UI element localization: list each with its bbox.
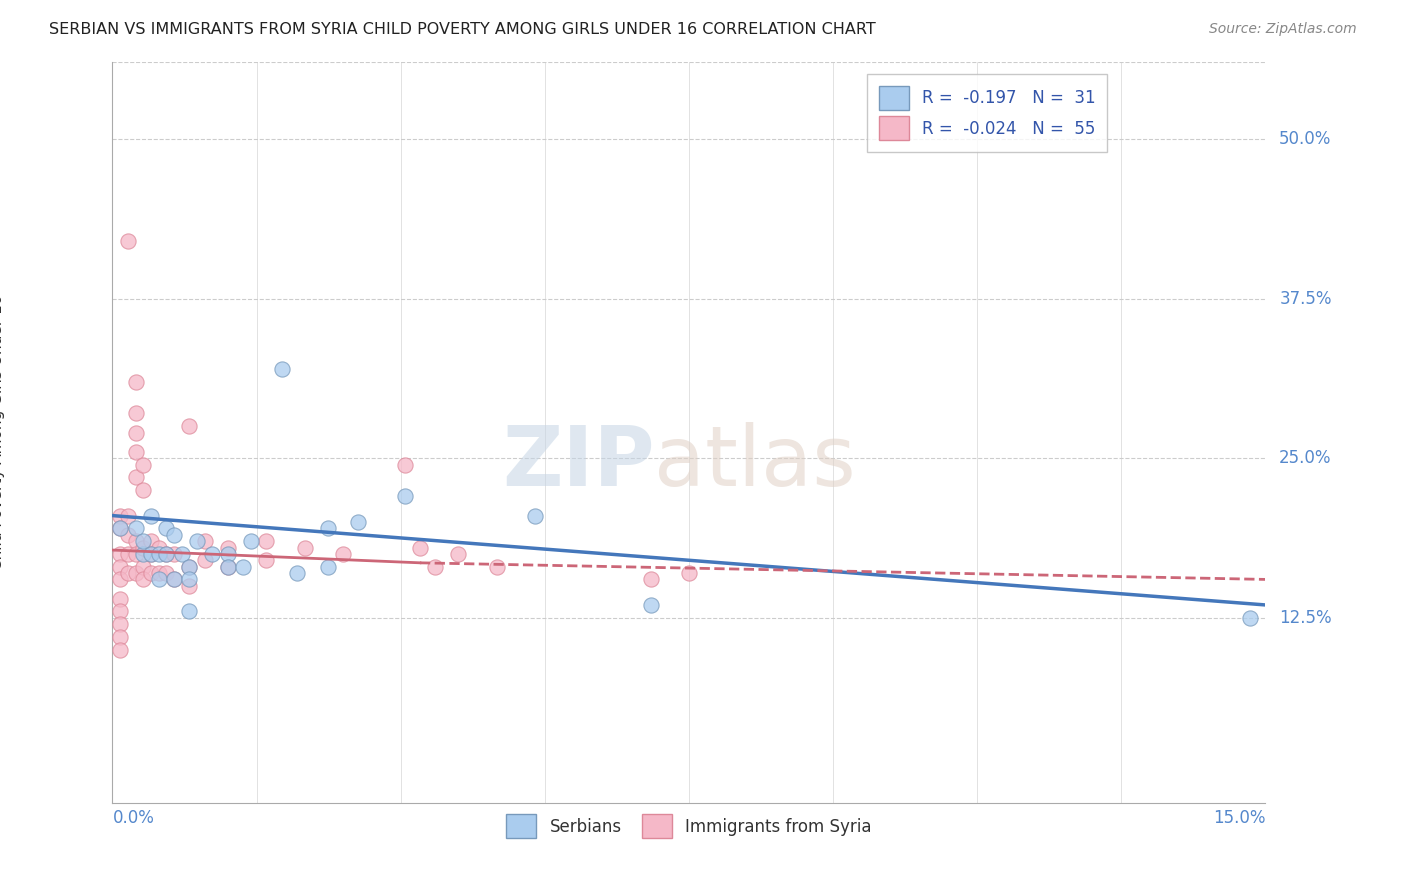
Point: [108, 617, 131, 632]
Point: [316, 521, 339, 535]
Point: [148, 541, 170, 555]
Point: [139, 534, 162, 549]
Point: [294, 541, 316, 555]
Point: [394, 490, 416, 504]
Point: [239, 534, 262, 549]
Point: [124, 407, 146, 421]
Point: [170, 547, 193, 561]
Point: [108, 573, 131, 587]
Point: [524, 508, 547, 523]
Point: [139, 547, 162, 561]
Point: [124, 470, 146, 484]
Point: [163, 527, 186, 541]
Text: ZIP: ZIP: [502, 422, 654, 503]
Point: [179, 604, 201, 618]
Point: [132, 458, 155, 472]
Point: [194, 534, 217, 549]
Point: [148, 547, 170, 561]
Text: Source: ZipAtlas.com: Source: ZipAtlas.com: [1209, 22, 1357, 37]
Text: atlas: atlas: [654, 422, 856, 503]
Point: [148, 566, 170, 580]
Point: [132, 534, 155, 549]
Point: [124, 521, 146, 535]
Point: [179, 559, 201, 574]
Point: [124, 375, 146, 389]
Point: [117, 527, 139, 541]
Point: [124, 566, 146, 580]
Point: [179, 559, 201, 574]
Point: [254, 553, 277, 567]
Point: [117, 234, 139, 248]
Point: [124, 444, 146, 458]
Point: [117, 566, 139, 580]
Point: [108, 604, 131, 618]
Point: [132, 573, 155, 587]
Point: [425, 559, 447, 574]
Text: 0.0%: 0.0%: [112, 809, 155, 827]
Point: [217, 559, 239, 574]
Point: [132, 547, 155, 561]
Point: [254, 534, 277, 549]
Point: [148, 573, 170, 587]
Text: 12.5%: 12.5%: [1279, 608, 1331, 627]
Point: [163, 573, 186, 587]
Point: [394, 458, 416, 472]
Text: 37.5%: 37.5%: [1279, 290, 1331, 308]
Point: [108, 559, 131, 574]
Point: [285, 566, 308, 580]
Point: [316, 559, 339, 574]
Point: [155, 521, 177, 535]
Point: [124, 534, 146, 549]
Point: [201, 547, 224, 561]
Point: [108, 521, 131, 535]
Point: [155, 547, 177, 561]
Point: [124, 547, 146, 561]
Point: [640, 598, 662, 612]
Point: [132, 559, 155, 574]
Point: [139, 508, 162, 523]
Point: [108, 630, 131, 644]
Point: [186, 534, 208, 549]
Point: [447, 547, 470, 561]
Point: [640, 573, 662, 587]
Point: [117, 508, 139, 523]
Point: [232, 559, 254, 574]
Legend: Serbians, Immigrants from Syria: Serbians, Immigrants from Syria: [498, 806, 880, 847]
Point: [347, 515, 370, 529]
Point: [108, 521, 131, 535]
Point: [124, 425, 146, 440]
Point: [1239, 611, 1261, 625]
Point: [108, 642, 131, 657]
Text: SERBIAN VS IMMIGRANTS FROM SYRIA CHILD POVERTY AMONG GIRLS UNDER 16 CORRELATION : SERBIAN VS IMMIGRANTS FROM SYRIA CHILD P…: [49, 22, 876, 37]
Point: [678, 566, 700, 580]
Point: [270, 361, 292, 376]
Point: [132, 541, 155, 555]
Text: 50.0%: 50.0%: [1279, 130, 1331, 148]
Point: [163, 547, 186, 561]
Point: [132, 483, 155, 497]
Point: [179, 419, 201, 434]
Point: [217, 547, 239, 561]
Point: [117, 547, 139, 561]
Point: [217, 541, 239, 555]
Text: 15.0%: 15.0%: [1213, 809, 1265, 827]
Text: Child Poverty Among Girls Under 16: Child Poverty Among Girls Under 16: [0, 295, 4, 570]
Point: [179, 573, 201, 587]
Text: 25.0%: 25.0%: [1279, 450, 1331, 467]
Point: [217, 559, 239, 574]
Point: [108, 547, 131, 561]
Point: [139, 547, 162, 561]
Point: [155, 547, 177, 561]
Point: [332, 547, 354, 561]
Point: [108, 508, 131, 523]
Point: [139, 566, 162, 580]
Point: [485, 559, 508, 574]
Point: [179, 579, 201, 593]
Point: [194, 553, 217, 567]
Point: [155, 566, 177, 580]
Point: [409, 541, 432, 555]
Point: [108, 591, 131, 606]
Point: [163, 573, 186, 587]
